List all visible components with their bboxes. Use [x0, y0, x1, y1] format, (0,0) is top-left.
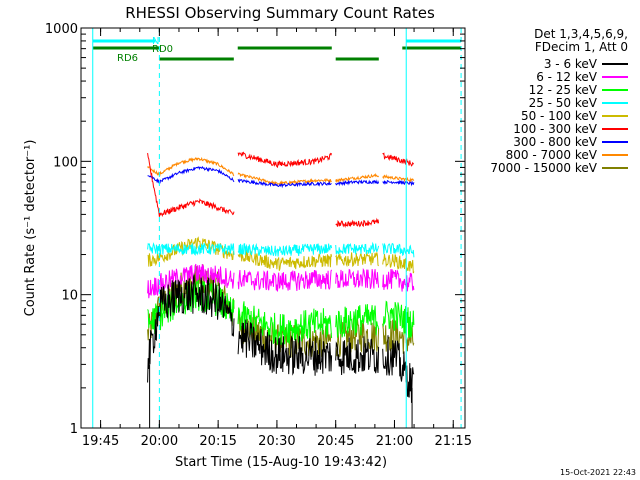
series-line	[147, 241, 415, 258]
flag-label: RD0	[152, 44, 173, 55]
y-tick-label: 100	[53, 155, 78, 170]
series-line	[147, 151, 414, 228]
legend-label: 800 - 7000 keV	[506, 148, 598, 162]
vline-layer	[92, 28, 462, 428]
series-line	[147, 156, 415, 187]
x-tick-label: 21:00	[376, 434, 413, 449]
series-line	[147, 165, 415, 189]
axis-layer: 19:45 20:00 20:15 20:30 20:45 21:00 21:15 1 10 10…	[45, 22, 472, 449]
legend-header-line-1: Det 1,3,4,5,6,9,	[534, 27, 628, 41]
series-line	[147, 236, 415, 274]
flag-label: RD6	[117, 53, 138, 64]
data-layer	[147, 151, 415, 428]
x-tick-label: 20:15	[199, 434, 236, 449]
x-tick-label: 19:45	[82, 434, 119, 449]
y-tick-label: 10	[61, 289, 78, 304]
legend-label: 50 - 100 keV	[521, 109, 598, 123]
x-axis-label: Start Time (15-Aug-10 19:43:42)	[175, 455, 387, 470]
y-axis-label: Count Rate (s⁻¹ detector⁻¹)	[23, 140, 38, 317]
x-tick-label: 21:15	[435, 434, 472, 449]
x-tick-label: 20:00	[141, 434, 178, 449]
legend-label: 25 - 50 keV	[529, 96, 598, 110]
series-line	[147, 263, 415, 299]
plot-frame	[80, 27, 466, 429]
series-line	[147, 279, 415, 345]
legend-label: 12 - 25 keV	[529, 83, 598, 97]
legend-label: 7000 - 15000 keV	[490, 161, 597, 175]
legend-label: 100 - 300 keV	[513, 122, 597, 136]
flag-label: N	[152, 36, 159, 47]
legend-label: 3 - 6 keV	[544, 57, 598, 71]
series-line	[147, 274, 415, 403]
y-tick-label: 1	[70, 422, 78, 437]
legend-label: 300 - 800 keV	[513, 135, 597, 149]
x-tick-label: 20:30	[258, 434, 295, 449]
legend-label: 6 - 12 keV	[536, 70, 598, 84]
timestamp: 15-Oct-2021 22:43	[560, 468, 636, 477]
x-tick-label: 20:45	[317, 434, 354, 449]
legend-header-line-2: FDecim 1, Att 0	[535, 40, 628, 54]
y-tick-label: 1000	[45, 22, 78, 37]
chart-title: RHESSI Observing Summary Count Rates	[125, 4, 435, 22]
